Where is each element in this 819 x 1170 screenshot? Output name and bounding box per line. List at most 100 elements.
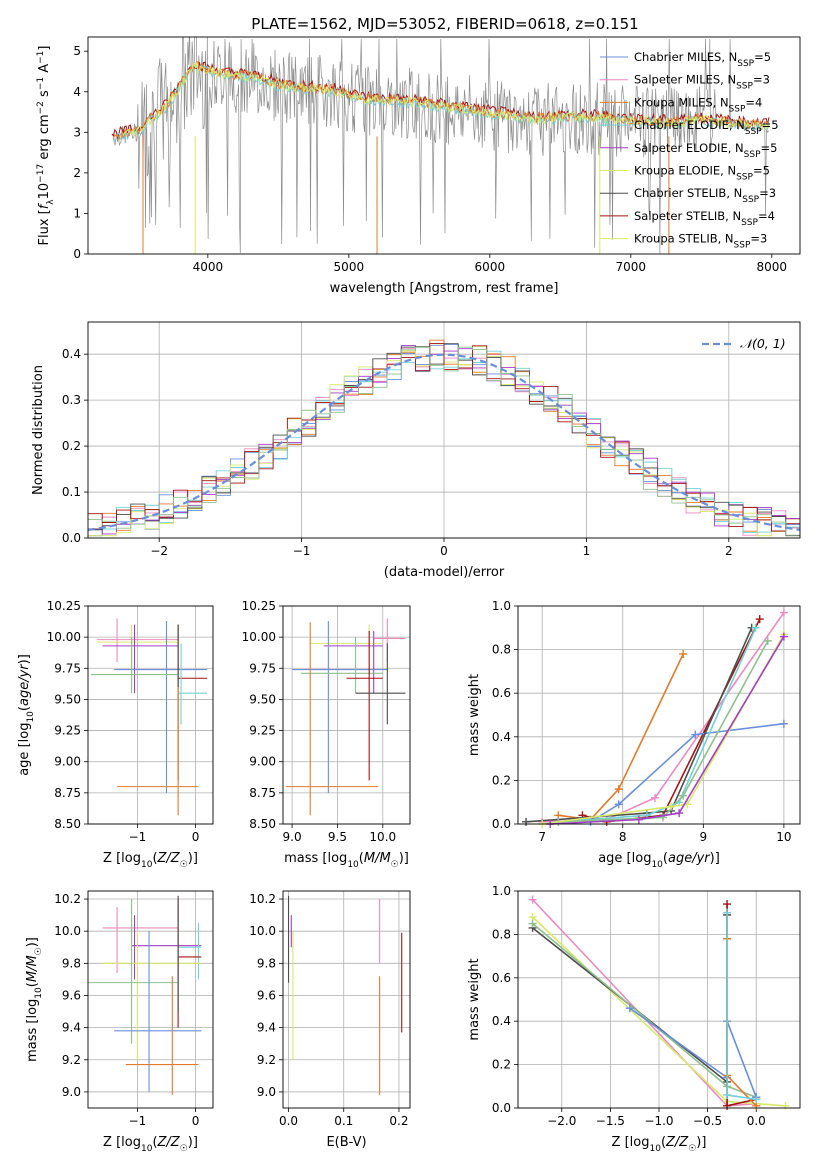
- label-part: s: [37, 90, 52, 101]
- y-tick-label: 1: [73, 206, 81, 220]
- x-tick-label: 8000: [757, 260, 788, 274]
- label-part: M/M: [364, 851, 391, 866]
- label-part: (: [663, 851, 668, 866]
- label-part: Z/Z: [157, 851, 181, 866]
- spectrum-panel: [111, 37, 770, 254]
- y-tick-label: 9.00: [54, 755, 81, 769]
- y-tick-label: 9.4: [62, 1021, 81, 1035]
- label-part: (: [152, 1135, 157, 1150]
- series-marker: [679, 791, 688, 800]
- x-tick-label: 0: [192, 830, 200, 844]
- label-part: )]: [710, 851, 720, 866]
- label-part: 10: [37, 183, 52, 200]
- label-part: ☉: [34, 947, 44, 955]
- label-part: Salpeter STELIB, N: [634, 209, 741, 223]
- label-part: λ: [46, 199, 56, 205]
- y-tick-label: 9.6: [62, 988, 81, 1002]
- y-tick-label: 1.0: [492, 599, 511, 613]
- label-part: =5: [754, 50, 771, 64]
- label-part: (: [17, 706, 32, 711]
- x-tick-label: 7: [538, 830, 546, 844]
- x-tick-label: 0: [192, 1114, 200, 1128]
- label-part: f: [37, 202, 52, 209]
- y-tick-label: 9.75: [54, 661, 81, 675]
- y-tick-label: 9.0: [257, 1085, 276, 1099]
- normal-curve: [87, 353, 801, 531]
- series-marker: [659, 813, 668, 822]
- x-tick-label: 8: [619, 830, 627, 844]
- x-axis-label: wavelength [Angstrom, rest frame]: [330, 281, 559, 296]
- y-axis-label: Normed distribution: [31, 365, 46, 495]
- y-tick-label: 0: [73, 247, 81, 261]
- y-tick-label: 0.0: [492, 1101, 511, 1115]
- x-tick-label: 9.0: [283, 830, 302, 844]
- residuals-frame: [87, 321, 801, 539]
- label-part: age/yr: [668, 851, 711, 866]
- series-marker: [723, 908, 732, 917]
- legend-entry: Salpeter ELODIE, NSSP=5: [634, 141, 777, 160]
- mass_vs_Z-points: [88, 895, 202, 1096]
- label-part: SSP: [745, 127, 762, 137]
- y-tick-label: 8.75: [54, 786, 81, 800]
- label-part: (: [661, 1135, 666, 1150]
- y-tick-label: 0.2: [62, 439, 81, 453]
- series-marker: [675, 809, 684, 818]
- label-part: (: [359, 851, 364, 866]
- y-tick-label: 0.6: [492, 971, 511, 985]
- label-part: ☉: [688, 1144, 696, 1154]
- mass_vs_Z-frame: [87, 890, 214, 1109]
- series-line: [726, 912, 757, 1101]
- y-tick-label: 9.25: [249, 724, 276, 738]
- y-tick-label: 0.1: [62, 485, 81, 499]
- y-tick-label: 0.4: [62, 347, 81, 361]
- label-part: Z/Z: [665, 1135, 689, 1150]
- legend-entry: Salpeter MILES, NSSP=3: [634, 73, 770, 92]
- label-part: Kroupa MILES, N: [634, 95, 729, 109]
- series-marker: [691, 730, 700, 739]
- y-axis-label: Flux [fλ10−17 erg cm−2 s−1 A−1]: [36, 46, 56, 246]
- series-marker: [667, 802, 676, 811]
- x-tick-label: 7000: [616, 260, 647, 274]
- label-part: Z/Z: [157, 1135, 181, 1150]
- y-tick-label: 4: [73, 85, 81, 99]
- x-axis-label: mass [log10(M/M☉)]: [284, 851, 409, 870]
- x-tick-label: −1.5: [596, 1114, 625, 1128]
- label-part: Chabrier ELODIE, N: [634, 118, 745, 132]
- label-part: Chabrier MILES, N: [634, 50, 737, 64]
- label-part: )]: [25, 937, 40, 947]
- weight_vs_age-axes: 7 8 9 10 0.0 0.2 0.4 0.6 0.8 1.0: [492, 599, 800, 844]
- x-tick-label: −1: [129, 1114, 147, 1128]
- mass_vs_ebv-points: [287, 895, 403, 1096]
- age_vs_mass-frame: [282, 605, 411, 825]
- spectrum-frame: [87, 36, 801, 255]
- y-tick-label: 8.50: [249, 817, 276, 831]
- label-part: mass [log: [284, 851, 347, 866]
- series-line: [590, 722, 784, 823]
- y-tick-label: 10.00: [242, 630, 276, 644]
- label-part: SSP: [742, 195, 759, 205]
- x-axis-label: Z [log10(Z/Z☉)]: [103, 1135, 198, 1154]
- age_vs_Z-points: [90, 618, 208, 816]
- series-marker: [522, 817, 531, 826]
- y-tick-label: 0.0: [62, 531, 81, 545]
- y-tick-label: 9.50: [249, 692, 276, 706]
- label-part: −1: [36, 77, 46, 90]
- label-part: )]: [399, 851, 409, 866]
- label-part: −1: [36, 51, 46, 64]
- y-tick-label: 9.0: [62, 1085, 81, 1099]
- x-tick-label: 5000: [334, 260, 365, 274]
- y-tick-label: 10.0: [54, 924, 81, 938]
- series-marker: [779, 719, 788, 728]
- label-part: −2: [36, 101, 46, 114]
- label-part: ]: [37, 46, 52, 51]
- y-tick-label: 9.6: [257, 988, 276, 1002]
- label-part: age/yr: [17, 663, 32, 706]
- y-axis-label: mass weight: [467, 958, 482, 1040]
- y-tick-label: 9.8: [62, 956, 81, 970]
- legend-entry: Kroupa MILES, NSSP=4: [634, 95, 762, 114]
- x-axis-label: Z [log10(Z/Z☉)]: [612, 1135, 707, 1154]
- y-tick-label: 0.2: [492, 773, 511, 787]
- series-marker: [634, 815, 643, 824]
- y-tick-label: 9.8: [257, 956, 276, 970]
